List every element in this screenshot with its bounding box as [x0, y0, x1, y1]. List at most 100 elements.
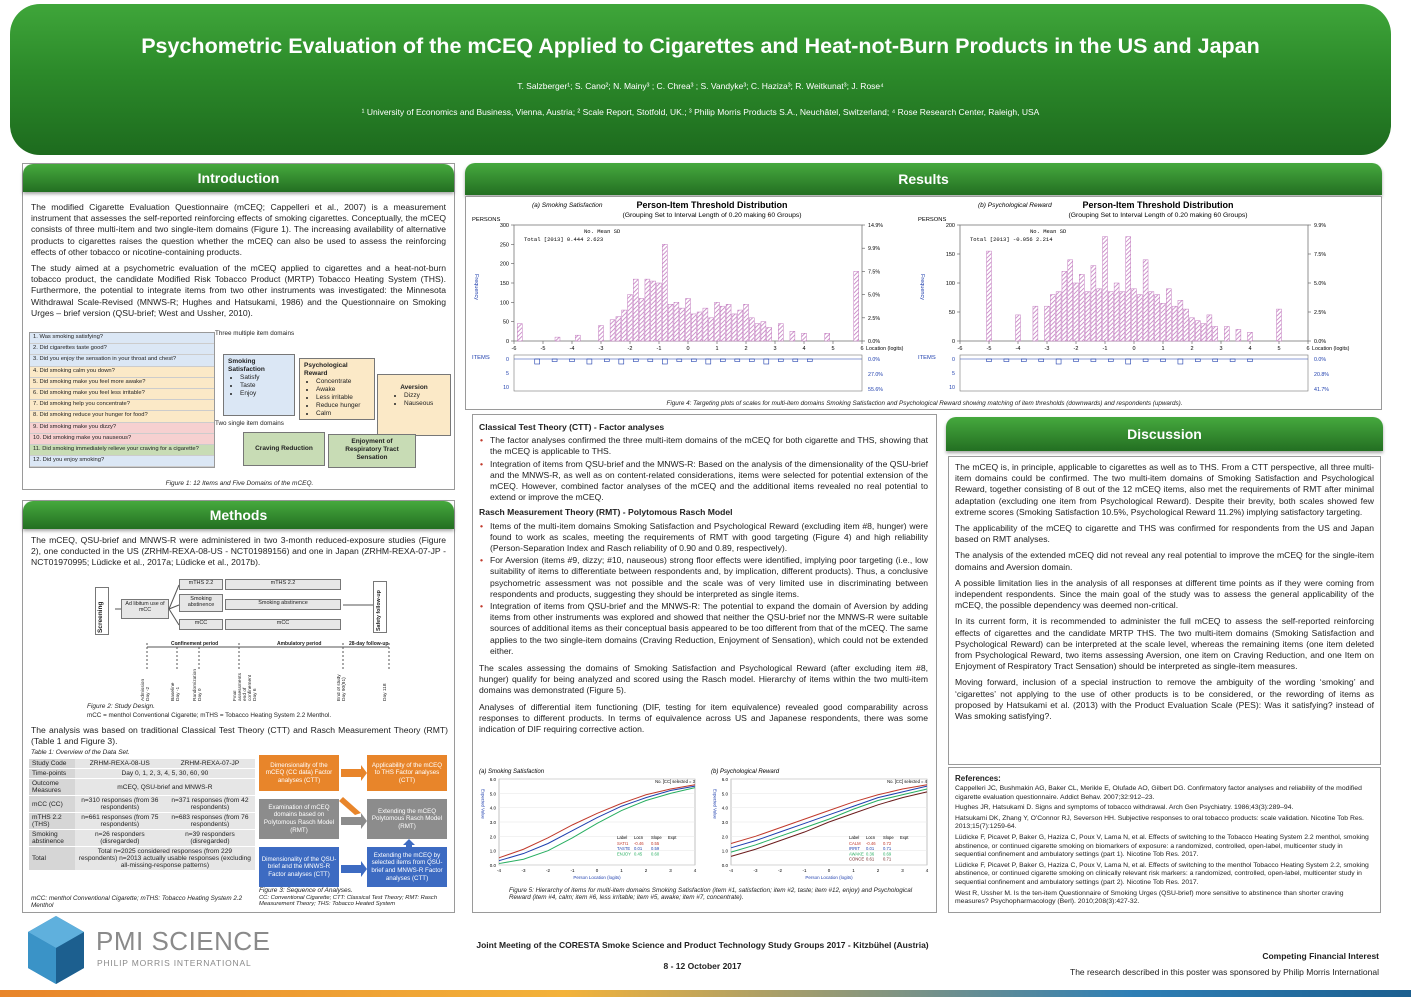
- domain-item: Satisfy: [240, 374, 290, 382]
- person-bar: [708, 317, 714, 342]
- x-tick-label: -1: [570, 868, 574, 873]
- person-bar: [1044, 305, 1050, 342]
- items-right-tick-label: 27.0%: [868, 372, 883, 378]
- item-bar: [604, 358, 610, 362]
- x-tick-label: 5: [1277, 346, 1280, 352]
- reference-item: Lüdicke F, Picavet P, Baker G, Haziza C,…: [955, 833, 1369, 859]
- abstinence-box-1: Smoking abstinence: [179, 594, 223, 612]
- chart-title: Person-Item Threshold Distribution: [636, 200, 787, 210]
- footer-stripe: [0, 990, 1411, 997]
- item-bar: [1195, 358, 1201, 362]
- person-bar: [650, 280, 656, 342]
- intro-paragraph-2: The study aimed at a psychometric evalua…: [31, 263, 446, 318]
- domain-item: Less irritable: [316, 394, 370, 402]
- x-tick-label: -2: [546, 868, 550, 873]
- legend-entry: 0.72: [883, 841, 892, 846]
- confinement-label: Confinement period: [171, 641, 219, 647]
- data-set-table: Study Code ZRHM-REXA-08-US ZRHM-REXA-07-JP…: [29, 759, 255, 871]
- item-bar: [986, 358, 992, 362]
- x-tick-label: 5: [831, 346, 834, 352]
- person-bar: [575, 334, 581, 342]
- series-line: [498, 784, 696, 859]
- table-cell: n=661 responses (from 75 respondents): [74, 812, 165, 830]
- y-tick-label: 150: [500, 281, 509, 287]
- domain-psychological-reward: Psychological Reward ConcentrateAwakeLes…: [299, 358, 375, 420]
- x-tick-label: 1: [852, 868, 855, 873]
- person-bar: [662, 244, 668, 342]
- person-bar: [517, 323, 523, 342]
- figure-4-panel: (a) Smoking Satisfaction Person-Item Thre…: [465, 196, 1382, 410]
- person-bar: [702, 307, 709, 342]
- person-bar: [691, 313, 697, 342]
- x-tick-label: -4: [570, 346, 575, 352]
- y-tick-label: 200: [500, 262, 509, 268]
- y-tick-label: 3.0: [722, 820, 729, 825]
- person-bar: [1177, 300, 1184, 342]
- cfi-text: The research described in this poster wa…: [1070, 967, 1379, 977]
- item-bar: [569, 358, 575, 362]
- item-bar: [763, 358, 770, 365]
- item-bar: [1073, 358, 1079, 362]
- adlib-box: Ad libitum use of mCC: [121, 599, 169, 619]
- y-label-persons: PERSONS: [472, 217, 500, 223]
- item-bar: [691, 358, 697, 362]
- person-bar: [1113, 282, 1120, 342]
- x-tick-label: -6: [958, 346, 963, 352]
- item-bar: [676, 358, 683, 362]
- targeting-plot-psychological-reward: (b) Psychological Reward Person-Item Thre…: [918, 200, 1350, 393]
- table-cell: Time-points: [29, 768, 75, 779]
- series-line: [730, 785, 928, 849]
- selection-note: No. [CC] selected = 3: [655, 779, 696, 784]
- person-bar: [1137, 294, 1143, 342]
- person-bar: [1247, 332, 1253, 342]
- figure-3-caption: Figure 3: Sequence of Analyses.: [259, 887, 353, 894]
- x-tick-label: 4: [1248, 346, 1251, 352]
- table-row: Study Code ZRHM-REXA-08-US ZRHM-REXA-07-JP: [29, 759, 255, 769]
- discussion-paragraph-5: In its current form, it is recommended t…: [955, 616, 1374, 672]
- discussion-heading: Discussion: [946, 417, 1383, 451]
- item-bar: [778, 358, 784, 362]
- y-tick-label: 0: [506, 339, 509, 345]
- legend-entry: IRRIT: [849, 846, 860, 851]
- figure-2-caption: Figure 2: Study Design.: [87, 703, 155, 710]
- person-bar: [1084, 291, 1091, 342]
- legend-entry: 0.71: [883, 846, 892, 851]
- mcc-box-2: mCC: [225, 619, 341, 630]
- methods-panel: Methods The mCEQ, QSU-brief and MNWS-R w…: [22, 500, 455, 913]
- items-y-tick-label: 0: [952, 357, 955, 363]
- x-tick-label: 4: [926, 868, 929, 873]
- domain-item: Enjoy: [240, 390, 290, 398]
- y-tick-label: 6.0: [490, 777, 497, 782]
- stats-values: Total [2013] -0.056 2.214: [970, 236, 1053, 243]
- x-tick-label: -3: [521, 868, 525, 873]
- legend-header: Slope: [651, 835, 662, 840]
- person-bar: [1032, 305, 1039, 342]
- items-frame: [513, 354, 863, 392]
- ctt-title: Classical Test Theory (CTT) - Factor ana…: [479, 422, 665, 432]
- x-tick-label: 3: [1219, 346, 1222, 352]
- person-bar: [1160, 303, 1166, 342]
- person-bar: [679, 307, 685, 342]
- ctt-bullet: The factor analyses confirmed the three …: [479, 435, 928, 457]
- legend-entry: AWAKE: [849, 851, 864, 856]
- domain-item: Nauseous: [404, 400, 446, 408]
- rmt-bullet: Integration of items from QSU-brief and …: [479, 601, 928, 657]
- item-bar: [1055, 358, 1062, 365]
- legend-entry: 0.01: [866, 846, 875, 851]
- item-bar: [647, 358, 654, 362]
- person-bar: [1055, 291, 1062, 342]
- table-cell: mTHS 2.2 (THS): [29, 812, 75, 830]
- icc-plot-smoking-satisfaction: (a) Smoking Satisfaction No. [CC] selecte…: [479, 769, 697, 880]
- study-design-diagram: Screening Ad libitum use of mCC mTHS 2.2…: [87, 577, 397, 701]
- x-tick-label: 4: [694, 868, 697, 873]
- results-paragraph-3: The scales assessing the domains of Smok…: [479, 663, 928, 696]
- intro-paragraph-1: The modified Cigarette Evaluation Questi…: [31, 202, 446, 257]
- y-tick-label: 50: [949, 310, 955, 316]
- item-row: 10. Did smoking make you nauseous?: [30, 433, 214, 445]
- person-bar: [1195, 320, 1201, 342]
- item-bar: [1247, 358, 1253, 362]
- table-cell: Outcome Measures: [29, 778, 75, 796]
- affiliations: ¹ University of Economics and Business, …: [361, 107, 1040, 117]
- table-row: Total Total n=2025 considered responses (…: [29, 846, 255, 871]
- legend-entry: CONCE: [849, 857, 864, 862]
